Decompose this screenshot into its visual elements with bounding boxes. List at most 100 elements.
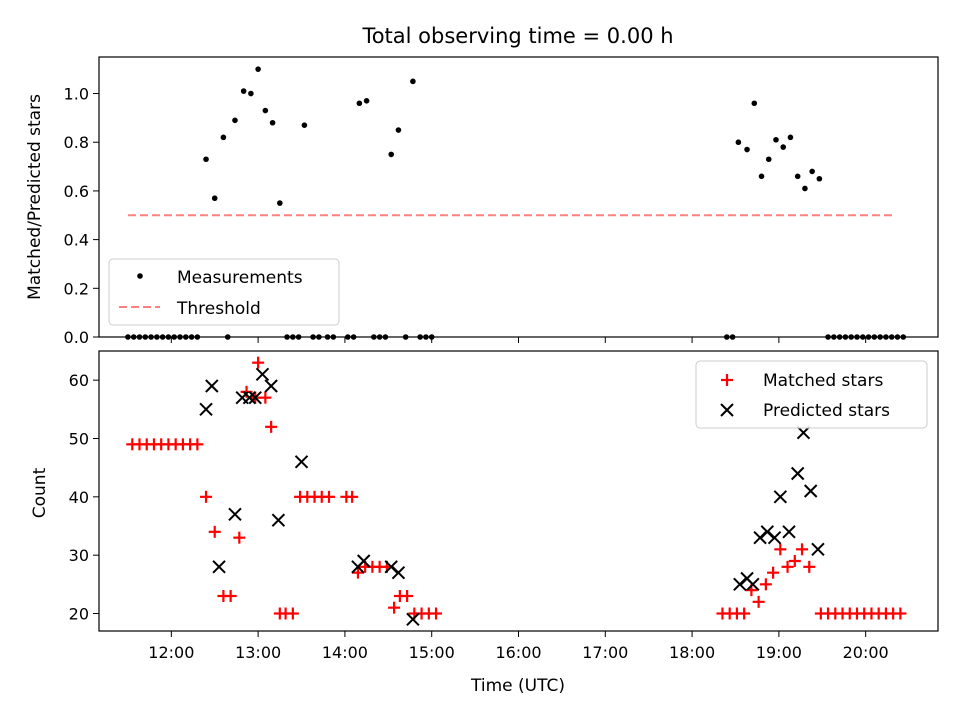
- predicted-star-point: [746, 577, 760, 592]
- y-tick-label: 0.4: [64, 231, 89, 250]
- predicted-star-point: [294, 455, 309, 469]
- y-tick-label: 0.0: [64, 328, 89, 347]
- legend-threshold-label: Threshold: [176, 299, 261, 319]
- measurement-point: [773, 136, 779, 143]
- bottom-legend-box: [695, 360, 928, 429]
- matched-star-point: [259, 391, 272, 404]
- measurement-point: [410, 78, 416, 85]
- predicted-star-point: [357, 554, 371, 568]
- measurement-point: [744, 146, 750, 153]
- x-tick-label: 19:00: [756, 643, 802, 662]
- matched-star-point: [200, 490, 213, 503]
- matched-star-point: [767, 566, 780, 579]
- matched-star-point: [208, 525, 221, 538]
- x-tick-label: 13:00: [235, 643, 281, 662]
- y-tick-label: 0.2: [64, 279, 89, 298]
- x-tick-label: 20:00: [843, 643, 889, 662]
- bottom-y-ticks: 20 30 40 50 60: [69, 371, 99, 624]
- measurement-point: [277, 200, 283, 206]
- predicted-star-point: [264, 379, 278, 393]
- x-tick-label: 14:00: [322, 643, 368, 662]
- matched-star-point: [759, 578, 772, 591]
- matched-star-point: [752, 595, 765, 608]
- measurement-point: [758, 173, 765, 180]
- measurement-point: [735, 139, 742, 146]
- bottom-x-ticks: 12:00 13:00 14:00 15:00 16:00 17:00 18:00 19:00…: [148, 631, 889, 662]
- predicted-star-point: [803, 484, 818, 498]
- measurement-point: [262, 107, 269, 114]
- predicted-star-point: [271, 513, 286, 527]
- measurement-point: [248, 90, 254, 97]
- predicted-star-point: [782, 525, 796, 539]
- matched-star-point: [894, 607, 907, 620]
- measurement-point: [802, 185, 808, 192]
- bottom-x-axis-label: Time (UTC): [470, 676, 565, 696]
- matched-star-point: [774, 543, 787, 556]
- predicted-star-point: [790, 466, 805, 481]
- top-legend: Measurements Threshold: [108, 258, 340, 326]
- matched-star-point: [781, 560, 794, 573]
- top-data-marks: [125, 66, 907, 340]
- measurement-point: [255, 66, 261, 72]
- bottom-data-marks: [126, 356, 907, 627]
- y-tick-label: 0.6: [64, 182, 89, 201]
- matched-star-point: [191, 438, 204, 451]
- measurement-point: [269, 119, 276, 126]
- x-tick-label: 18:00: [669, 643, 715, 662]
- predicted-star-point: [255, 367, 270, 382]
- measurement-point: [787, 134, 794, 141]
- measurement-point: [395, 127, 402, 133]
- measurement-point: [301, 122, 308, 128]
- top-y-ticks: 0.0 0.2 0.4 0.6 0.8 1.0: [64, 85, 99, 347]
- bottom-panel: Count Time (UTC) 20 30 40 50 60 12:00 13:00 14…: [30, 350, 939, 696]
- measurement-point: [211, 195, 218, 202]
- measurement-point: [794, 173, 801, 180]
- measurement-point: [765, 156, 772, 163]
- y-tick-label: 50: [69, 430, 89, 449]
- measurement-point: [751, 100, 758, 107]
- predicted-star-point: [212, 560, 226, 574]
- matched-star-point: [286, 607, 299, 620]
- y-tick-label: 0.8: [64, 133, 89, 152]
- predicted-star-point: [205, 379, 219, 393]
- matched-star-point: [265, 420, 278, 433]
- legend-predicted-marker: [720, 403, 734, 417]
- y-tick-label: 20: [69, 605, 89, 624]
- predicted-star-point: [796, 425, 811, 440]
- matched-star-point: [388, 601, 401, 614]
- predicted-star-point: [248, 390, 262, 405]
- predicted-star-point: [242, 390, 257, 405]
- matched-star-point: [738, 607, 751, 620]
- legend-measurements-label: Measurements: [177, 268, 303, 288]
- bottom-y-axis-label: Count: [30, 467, 50, 518]
- measurement-point: [203, 156, 209, 163]
- measurement-point: [240, 88, 247, 94]
- x-tick-label: 12:00: [148, 643, 194, 662]
- predicted-star-point: [811, 542, 825, 557]
- measurement-point: [356, 100, 363, 107]
- measurement-point: [809, 168, 815, 175]
- predicted-star-point: [406, 612, 420, 627]
- y-tick-label: 30: [69, 546, 89, 565]
- legend-matched-marker: [721, 374, 733, 386]
- top-panel: Total observing time = 0.00 h Matched/Pr…: [25, 24, 939, 347]
- matched-star-point: [346, 490, 359, 503]
- measurement-point: [363, 98, 370, 104]
- x-tick-label: 17:00: [582, 643, 628, 662]
- matched-star-point: [252, 356, 265, 369]
- matched-star-point: [788, 555, 801, 567]
- x-tick-label: 15:00: [409, 643, 455, 662]
- x-tick-label: 16:00: [495, 643, 541, 662]
- bottom-legend: Matched stars Predicted stars: [695, 360, 928, 429]
- y-tick-label: 1.0: [64, 85, 89, 104]
- matched-star-point: [803, 560, 816, 573]
- legend-predicted-label: Predicted stars: [763, 401, 890, 421]
- measurement-point: [816, 175, 823, 182]
- matched-star-point: [233, 531, 246, 544]
- legend-measurements-marker: [137, 273, 143, 279]
- matched-star-point: [351, 566, 364, 579]
- predicted-star-point: [773, 490, 788, 504]
- top-title: Total observing time = 0.00 h: [361, 24, 673, 48]
- top-x-ticks: [170, 337, 867, 343]
- measurement-point: [220, 134, 227, 141]
